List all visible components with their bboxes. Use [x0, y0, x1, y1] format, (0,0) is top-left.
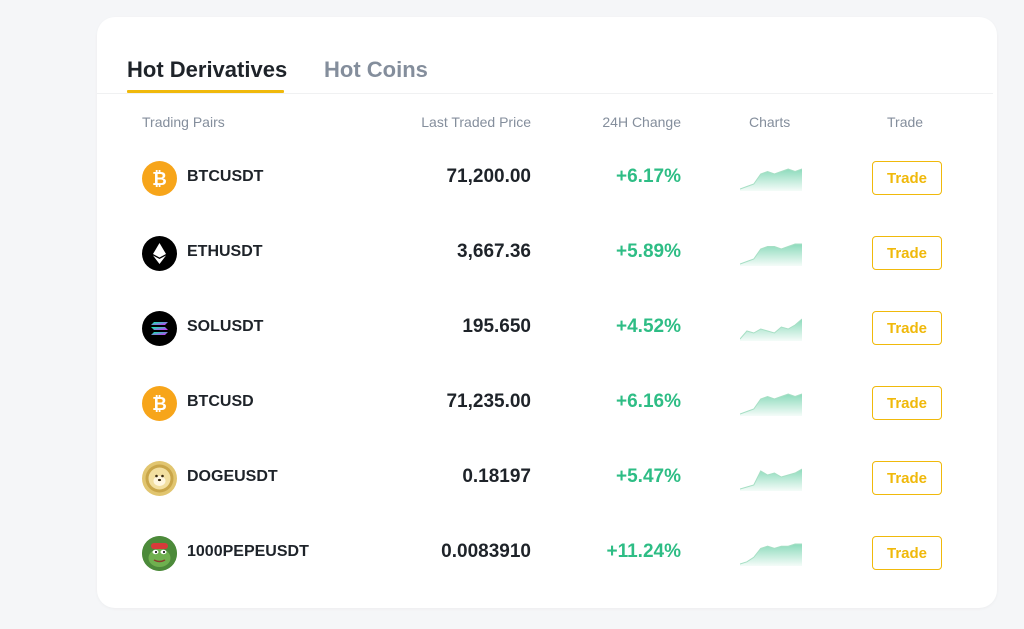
- trade-button[interactable]: Trade: [872, 461, 942, 495]
- pair-name[interactable]: 1000PEPEUSDT: [187, 543, 309, 560]
- sparkline-line: [740, 318, 802, 340]
- last-price: 0.0083910: [441, 541, 531, 562]
- 24h-change: +5.89%: [616, 241, 681, 262]
- table-header: Trading Pairs Last Traded Price 24H Chan…: [97, 114, 997, 134]
- sparkline-area: [740, 319, 802, 341]
- 24h-change: +4.52%: [616, 316, 681, 337]
- sparkline-area: [740, 469, 802, 491]
- svg-text:₿: ₿: [152, 394, 167, 414]
- table-row[interactable]: ETHUSDT 3,667.36 +5.89% Trade: [97, 223, 997, 283]
- trade-button[interactable]: Trade: [872, 161, 942, 195]
- solana-icon: [142, 311, 177, 346]
- pepe-icon: [142, 536, 177, 571]
- 24h-change: +11.24%: [606, 541, 682, 562]
- last-price: 195.650: [462, 316, 531, 337]
- trade-button[interactable]: Trade: [872, 236, 942, 270]
- dogecoin-icon: [142, 461, 177, 496]
- tab-divider: [97, 93, 993, 94]
- 24h-change: +5.47%: [616, 466, 681, 487]
- sparkline-line: [740, 168, 802, 190]
- sparkline-chart: [740, 243, 802, 266]
- trade-button[interactable]: Trade: [872, 311, 942, 345]
- sparkline-line: [740, 543, 802, 565]
- trade-button[interactable]: Trade: [872, 386, 942, 420]
- last-price: 3,667.36: [457, 241, 531, 262]
- sparkline-area: [740, 394, 802, 416]
- pair-name[interactable]: ETHUSDT: [187, 243, 263, 260]
- table-row[interactable]: SOLUSDT 195.650 +4.52% Trade: [97, 298, 997, 358]
- pair-name[interactable]: BTCUSDT: [187, 168, 264, 185]
- sparkline-line: [740, 243, 802, 265]
- header-last-traded-price: Last Traded Price: [421, 114, 531, 130]
- sparkline-area: [740, 244, 802, 266]
- header-charts: Charts: [749, 114, 791, 130]
- header-24h-change: 24H Change: [602, 114, 681, 130]
- sparkline-line: [740, 468, 802, 490]
- hot-markets-card: Hot Derivatives Hot Coins Trading Pairs …: [97, 17, 997, 608]
- svg-text:₿: ₿: [152, 169, 167, 189]
- sparkline-chart: [740, 468, 802, 491]
- last-price: 71,200.00: [446, 166, 531, 187]
- header-trade: Trade: [887, 114, 924, 130]
- active-tab-indicator: [127, 90, 284, 93]
- ethereum-icon: [142, 236, 177, 271]
- sparkline-chart: [740, 393, 802, 416]
- last-price: 71,235.00: [446, 391, 531, 412]
- pair-name[interactable]: SOLUSDT: [187, 318, 264, 335]
- table-row[interactable]: ₿ BTCUSD 71,235.00 +6.16% Trade: [97, 373, 997, 433]
- 24h-change: +6.16%: [616, 391, 681, 412]
- pair-name[interactable]: DOGEUSDT: [187, 468, 278, 485]
- table-row[interactable]: DOGEUSDT 0.18197 +5.47% Trade: [97, 448, 997, 508]
- header-trading-pairs: Trading Pairs: [142, 114, 225, 130]
- tab-hot-coins[interactable]: Hot Coins: [324, 47, 428, 93]
- sparkline-line: [740, 393, 802, 415]
- sparkline-area: [740, 169, 802, 191]
- bitcoin-icon: ₿: [142, 386, 177, 421]
- sparkline-chart: [740, 318, 802, 341]
- bitcoin-icon: ₿: [142, 161, 177, 196]
- pair-name[interactable]: BTCUSD: [187, 393, 254, 410]
- table-row[interactable]: 1000PEPEUSDT 0.0083910 +11.24% Trade: [97, 523, 997, 583]
- table-row[interactable]: ₿ BTCUSDT 71,200.00 +6.17% Trade: [97, 148, 997, 208]
- tab-hot-derivatives[interactable]: Hot Derivatives: [127, 47, 287, 93]
- 24h-change: +6.17%: [616, 166, 681, 187]
- sparkline-chart: [740, 168, 802, 191]
- last-price: 0.18197: [462, 466, 531, 487]
- sparkline-chart: [740, 543, 802, 566]
- sparkline-area: [740, 544, 802, 566]
- trade-button[interactable]: Trade: [872, 536, 942, 570]
